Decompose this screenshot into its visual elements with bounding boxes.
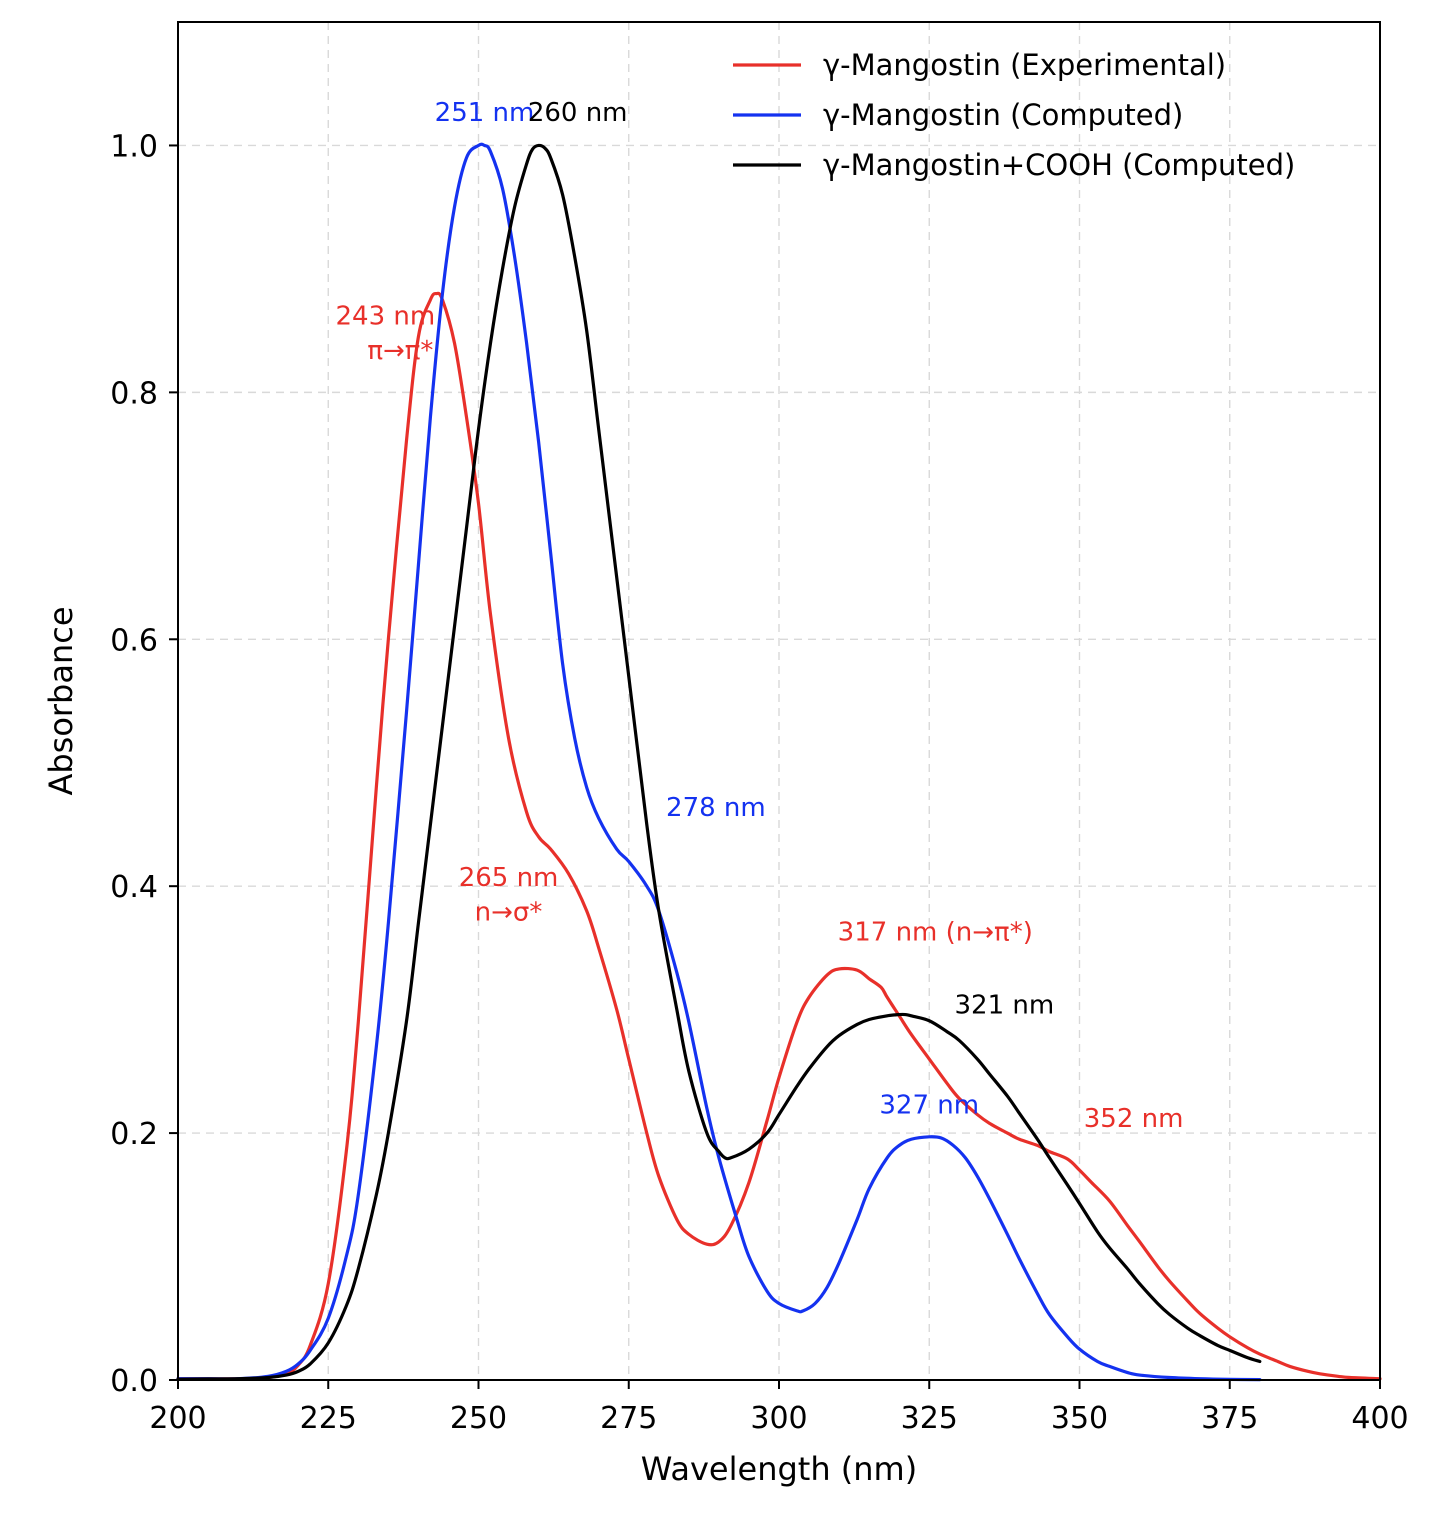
legend-label: γ-Mangostin (Experimental) [823,48,1226,82]
peak-annotation: 352 nm [1084,1104,1184,1134]
x-tick-label: 350 [1051,1401,1108,1436]
peak-annotation: 243 nm [335,301,435,331]
peak-annotation: 317 nm (n→π*) [838,918,1033,948]
x-tick-label: 225 [300,1401,357,1436]
x-tick-label: 400 [1351,1401,1408,1436]
x-tick-label: 300 [750,1401,807,1436]
legend-label: γ-Mangostin (Computed) [823,98,1183,132]
series-line-cooh-computed [176,143,1262,1381]
legend: γ-Mangostin (Experimental) γ-Mangostin (C… [733,48,1295,182]
peak-annotation: π→π* [367,336,433,366]
peak-annotation: 251 nm [435,98,535,128]
peak-annotation: 321 nm [955,990,1055,1020]
peak-annotation: 260 nm [528,98,628,128]
series-line-experimental [176,291,1382,1381]
tick-layer: 200 225 250 275 300 325 350 375 400 0.0 0.2 0.4 0.6 0… [110,129,1408,1436]
x-tick-label: 200 [149,1401,206,1436]
y-tick-label: 1.0 [110,129,158,164]
x-axis-title: Wavelength (nm) [641,1450,917,1488]
x-tick-label: 275 [600,1401,657,1436]
peak-annotation: 327 nm [879,1090,979,1120]
y-tick-label: 0.0 [110,1364,158,1399]
y-tick-label: 0.2 [110,1117,158,1152]
x-tick-label: 325 [901,1401,958,1436]
peak-annotation: 265 nm [459,863,559,893]
y-tick-label: 0.6 [110,623,158,658]
series-layer [176,142,1382,1382]
peak-annotation: 278 nm [666,793,766,823]
y-axis-title: Absorbance [42,606,80,795]
x-tick-label: 250 [450,1401,507,1436]
peak-annotation: n→σ* [475,898,543,928]
series-line-computed [176,142,1262,1382]
y-tick-label: 0.4 [110,870,158,905]
grid-layer [177,22,1381,1381]
x-tick-label: 375 [1201,1401,1258,1436]
legend-label: γ-Mangostin+COOH (Computed) [823,148,1295,182]
y-tick-label: 0.8 [110,376,158,411]
